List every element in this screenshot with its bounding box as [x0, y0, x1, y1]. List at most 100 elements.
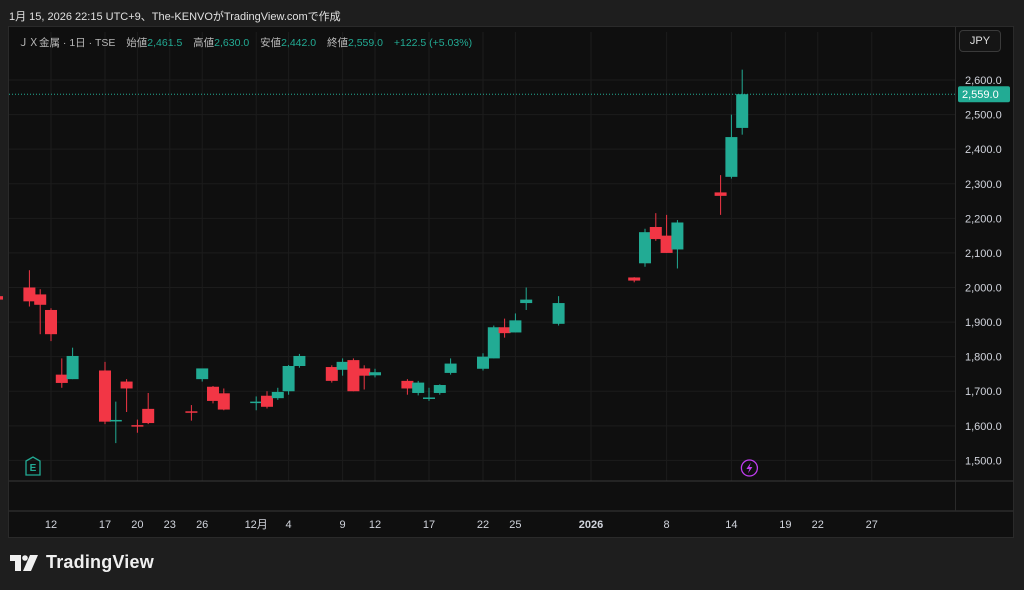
candle — [736, 69, 749, 135]
candle — [628, 277, 641, 283]
candle — [487, 325, 500, 359]
time-tick-label: 27 — [866, 519, 878, 531]
candle-body — [66, 355, 79, 380]
time-tick-label: 22 — [812, 519, 824, 531]
open-value: 2,461.5 — [147, 37, 183, 49]
time-tick-label: 26 — [196, 519, 208, 531]
earnings-e-icon: E — [25, 456, 41, 476]
candle — [660, 214, 673, 253]
ohlc-legend: ＪＸ金属 · 1日 · TSE 始値2,461.5 高値2,630.0 安値2,… — [18, 35, 472, 50]
candle-body — [552, 303, 565, 324]
candle — [34, 289, 47, 335]
candle — [509, 313, 522, 333]
candle-body — [207, 386, 219, 401]
low-value: 2,442.0 — [281, 37, 317, 49]
candle — [498, 318, 511, 338]
marker-bolt — [746, 462, 753, 474]
candle — [45, 308, 57, 342]
tradingview-logo: TradingView — [10, 552, 154, 573]
candle-body — [131, 425, 144, 427]
candle-body — [34, 294, 47, 305]
candle-body — [336, 361, 349, 370]
change-value: +122.5 (+5.03%) — [393, 37, 473, 49]
candle — [649, 213, 662, 241]
candle-body — [433, 385, 446, 393]
candle-body — [142, 408, 155, 424]
price-tick-label: 2,500.0 — [965, 110, 1002, 122]
candle — [23, 270, 36, 307]
candle-body — [444, 363, 457, 373]
time-tick-label: 12 — [45, 519, 57, 531]
candle-body — [23, 287, 36, 302]
candle — [131, 419, 144, 433]
currency-button[interactable]: JPY — [959, 30, 1001, 52]
time-tick-label: 14 — [725, 519, 737, 531]
candle-body — [660, 235, 673, 253]
candle-body — [477, 356, 489, 369]
time-tick-label: 12 — [369, 519, 381, 531]
candle-body — [293, 355, 306, 366]
candle-body — [282, 365, 295, 392]
candle-body — [714, 192, 727, 196]
time-tick-label: 19 — [779, 519, 791, 531]
high-label: 高値 — [193, 37, 215, 49]
price-tick-label: 1,700.0 — [965, 386, 1002, 398]
candle-body — [423, 397, 435, 399]
pane-separators — [9, 27, 1013, 512]
candle — [55, 358, 68, 388]
candle — [99, 361, 111, 425]
candle — [444, 358, 457, 375]
price-axis: 1,500.0 1,600.0 1,700.0 1,800.0 1,900.0 2,000… — [965, 75, 1002, 467]
candle-body — [487, 327, 500, 359]
candle — [271, 387, 284, 400]
candle-body — [271, 391, 284, 399]
candle — [196, 368, 209, 382]
grid-lines — [9, 32, 955, 481]
close-value: 2,559.0 — [347, 37, 383, 49]
candle — [336, 358, 349, 376]
candle — [120, 379, 133, 412]
candle-body — [498, 327, 511, 334]
chart-caption: 1月 15, 2026 22:15 UTC+9、The-KENVOがTradin… — [9, 11, 341, 23]
price-tick-label: 2,400.0 — [965, 144, 1002, 156]
candle-body — [401, 380, 414, 389]
candle-body — [99, 370, 111, 422]
candle-body — [0, 296, 3, 300]
last-price-badge — [958, 86, 1010, 103]
time-tick-label: 20 — [131, 519, 143, 531]
tradingview-logo-icon — [10, 554, 38, 571]
candle — [217, 388, 230, 411]
candle — [261, 391, 273, 409]
candle — [412, 380, 425, 396]
time-tick-label: 9 — [340, 519, 346, 531]
candle-body — [217, 393, 230, 410]
candle — [0, 296, 3, 300]
chart-frame — [8, 26, 1014, 538]
time-tick-label: 8 — [664, 519, 670, 531]
marker-outline — [25, 456, 41, 476]
candle — [282, 364, 295, 395]
candle-body — [671, 222, 684, 250]
marker-outline — [740, 459, 759, 477]
candle — [671, 220, 684, 269]
time-tick-label: 17 — [99, 519, 111, 531]
lightning-icon — [740, 459, 759, 477]
candle-body — [261, 395, 273, 407]
last-price-label: 2,559.0 — [962, 89, 999, 101]
candle — [142, 392, 155, 425]
time-tick-label: 23 — [164, 519, 176, 531]
candle-body — [369, 372, 381, 376]
candle-body — [347, 360, 360, 392]
price-tick-label: 2,600.0 — [965, 75, 1002, 87]
candle-body — [639, 232, 651, 264]
candle-body — [520, 299, 533, 304]
price-tick-label: 1,600.0 — [965, 421, 1002, 433]
candle-body — [509, 320, 522, 333]
candle — [477, 353, 489, 371]
price-tick-label: 1,500.0 — [965, 455, 1002, 467]
close-label: 終値 — [326, 37, 348, 49]
candle — [347, 358, 360, 392]
candle — [109, 401, 122, 444]
high-value: 2,630.0 — [214, 37, 250, 49]
